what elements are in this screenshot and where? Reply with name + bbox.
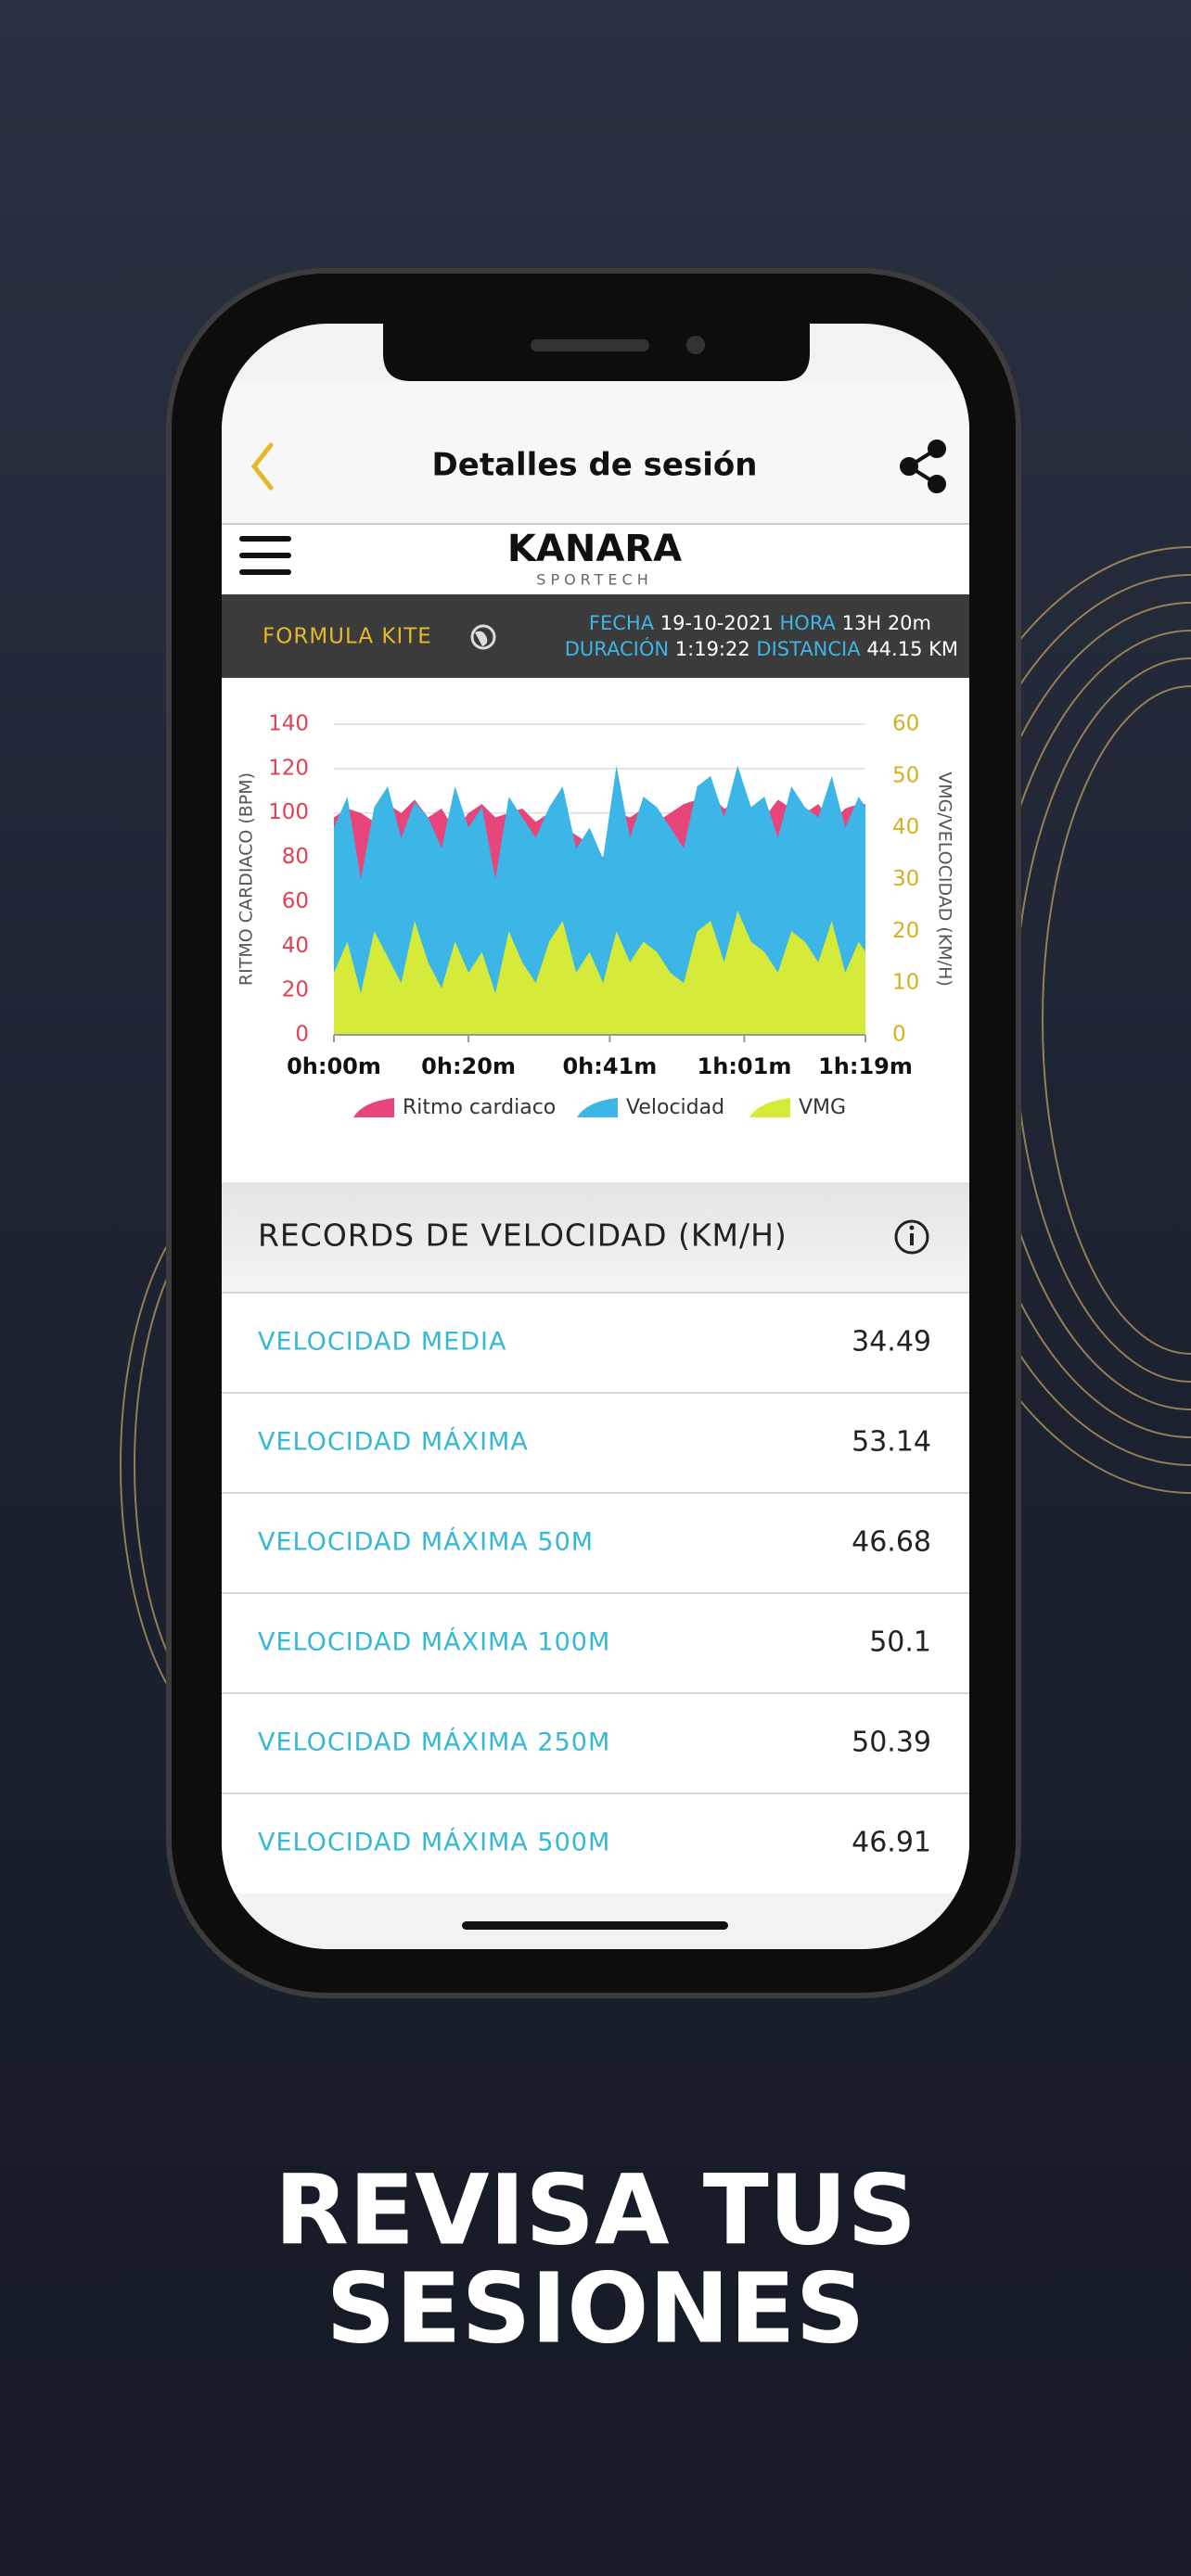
record-row xyxy=(222,1293,969,1393)
y-tick-label: 120 xyxy=(268,756,309,780)
label: DURACIÓN xyxy=(565,637,669,660)
camera xyxy=(686,336,705,354)
legend-label: Ritmo cardiaco xyxy=(403,1096,556,1119)
y2-tick-label: 50 xyxy=(892,763,919,787)
y-tick-label: 100 xyxy=(268,800,309,824)
record-row xyxy=(222,1393,969,1493)
value: 13H 20m xyxy=(842,612,931,634)
value: 1:19:22 xyxy=(675,638,750,660)
notch xyxy=(383,324,810,381)
tagline: SESIONES xyxy=(327,2251,865,2365)
x-tick-label: 1h:01m xyxy=(698,1053,792,1079)
record-row xyxy=(222,1593,969,1693)
value: 44.15 KM xyxy=(866,638,958,660)
y2-tick-label: 20 xyxy=(892,919,919,943)
info-button[interactable] xyxy=(894,1219,929,1255)
y-tick-label: 20 xyxy=(282,978,309,1002)
record-label: VELOCIDAD MÁXIMA 100M xyxy=(258,1627,610,1657)
label: DISTANCIA xyxy=(756,638,861,660)
session-class: FORMULA KITE xyxy=(263,625,432,649)
y-tick-label: 60 xyxy=(282,889,309,913)
records-table: VELOCIDAD MEDIA 34.49 VELOCIDAD MÁXIMA 53.1… xyxy=(222,1292,969,1894)
records-title: RECORDS DE VELOCIDAD (KM/H) xyxy=(258,1218,788,1254)
record-value: 50.1 xyxy=(869,1626,931,1659)
y-tick-label: 40 xyxy=(282,934,309,958)
x-tick-label: 1h:19m xyxy=(818,1053,913,1079)
label: FECHA xyxy=(589,612,655,634)
screen-title: Detalles de sesión xyxy=(432,447,758,484)
legend-label: Velocidad xyxy=(626,1096,724,1119)
y2-tick-label: 60 xyxy=(892,712,919,736)
logo: KANARA xyxy=(507,528,682,570)
y2-tick-label: 30 xyxy=(892,867,919,891)
record-row xyxy=(222,1793,969,1894)
home-indicator xyxy=(462,1921,728,1930)
chart: 0 20 40 60 80 100 120 140 0 10 20 30 40 50 60 0h:00m 0h:… xyxy=(237,712,955,1120)
legend-swatch xyxy=(749,1098,790,1117)
records-header xyxy=(222,1182,969,1293)
record-value: 50.39 xyxy=(852,1727,931,1759)
globe-icon xyxy=(470,624,496,650)
record-row xyxy=(222,1693,969,1793)
session-bar xyxy=(222,594,969,678)
x-tick-label: 0h:00m xyxy=(287,1053,381,1079)
label: HORA xyxy=(780,612,837,634)
record-value: 53.14 xyxy=(852,1426,931,1459)
y2-tick-label: 40 xyxy=(892,815,919,839)
session-line-1: FECHA 19-10-2021 HORA 13H 20m xyxy=(589,612,931,634)
menu-button[interactable] xyxy=(239,536,291,575)
record-label: VELOCIDAD MÁXIMA 50M xyxy=(258,1527,594,1557)
record-label: VELOCIDAD MÁXIMA 500M xyxy=(258,1828,610,1857)
nav-bar xyxy=(222,381,969,524)
record-label: VELOCIDAD MEDIA xyxy=(258,1328,506,1357)
area xyxy=(334,911,865,1035)
session-line-2: DURACIÓN 1:19:22 DISTANCIA 44.15 KM xyxy=(565,637,958,660)
tagline: REVISA TUS xyxy=(275,2153,916,2266)
y2-tick-label: 0 xyxy=(892,1023,906,1047)
record-value: 46.68 xyxy=(852,1526,931,1559)
record-label: VELOCIDAD MÁXIMA 250M xyxy=(258,1728,610,1757)
y-tick-label: 140 xyxy=(268,712,309,736)
logo-bar xyxy=(222,525,969,594)
y2-axis-title: VMG/VELOCIDAD (KM/H) xyxy=(935,772,955,987)
legend-swatch xyxy=(577,1098,618,1117)
share-button[interactable] xyxy=(900,440,946,493)
x-tick-label: 0h:20m xyxy=(421,1053,516,1079)
logo-sub: SPORTECH xyxy=(536,571,652,589)
y-tick-label: 0 xyxy=(295,1023,309,1047)
y-axis-title: RITMO CARDIACO (BPM) xyxy=(237,772,257,986)
x-tick-label: 0h:41m xyxy=(562,1053,657,1079)
value: 19-10-2021 xyxy=(660,612,774,634)
y-tick-label: 80 xyxy=(282,845,309,869)
record-value: 46.91 xyxy=(852,1827,931,1859)
y2-tick-label: 10 xyxy=(892,971,919,995)
speaker xyxy=(531,339,649,351)
record-label: VELOCIDAD MÁXIMA xyxy=(258,1427,529,1457)
back-button[interactable] xyxy=(250,442,274,491)
record-value: 34.49 xyxy=(852,1326,931,1358)
legend-swatch xyxy=(353,1098,394,1117)
record-row xyxy=(222,1493,969,1593)
legend-label: VMG xyxy=(799,1096,846,1119)
